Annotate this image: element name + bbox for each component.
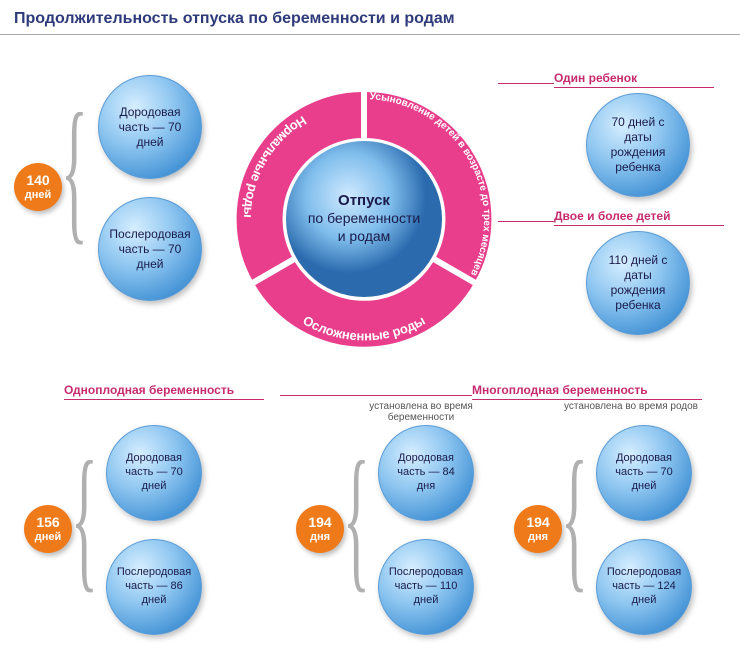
- singleton-total-badge: 156 дней: [24, 505, 72, 553]
- central-donut: Нормальные роды Усыновление детей в возр…: [228, 83, 500, 355]
- multi-sub-b: установлена во время родов: [546, 401, 716, 412]
- normal-total-badge: 140 дней: [14, 163, 62, 211]
- multi-b-post-bubble: Послеродовая часть — 124 дней: [596, 539, 692, 635]
- page-title: Продолжительность отпуска по беременност…: [0, 0, 740, 35]
- multi-a-post-bubble: Послеродовая часть — 110 дней: [378, 539, 474, 635]
- singleton-post-bubble: Послеродовая часть — 86 дней: [106, 539, 202, 635]
- multi-a-brace: {: [343, 445, 370, 589]
- center-line2: по беременности: [308, 210, 420, 226]
- normal-brace: {: [61, 97, 88, 241]
- multi-b-brace: {: [561, 445, 588, 589]
- singleton-total-word: дней: [35, 531, 62, 543]
- adopt-many-bubble: 110 дней с даты рождения ребенка: [586, 231, 690, 335]
- adopt-many-heading: Двое и более детей: [554, 209, 724, 226]
- adopt-one-bubble: 70 дней с даты рождения ребенка: [586, 93, 690, 197]
- infographic-canvas: Нормальные роды Усыновление детей в возр…: [0, 35, 740, 655]
- multi-heading: Многоплодная беременность: [472, 383, 702, 400]
- normal-total-word: дней: [25, 189, 52, 201]
- singleton-total-num: 156: [36, 515, 59, 530]
- multi-b-total-badge: 194 дня: [514, 505, 562, 553]
- multi-a-total-badge: 194 дня: [296, 505, 344, 553]
- multi-b-total-num: 194: [526, 515, 549, 530]
- adopt-one-heading: Один ребенок: [554, 71, 714, 88]
- singleton-heading: Одноплодная беременность: [64, 383, 264, 400]
- multi-a-pre-bubble: Дородовая часть — 84 дня: [378, 425, 474, 521]
- multi-b-total-word: дня: [528, 531, 548, 543]
- multi-sub-a: установлена во время беременности: [336, 401, 506, 423]
- multi-a-total-word: дня: [310, 531, 330, 543]
- singleton-brace: {: [71, 445, 98, 589]
- normal-pre-bubble: Дородовая часть — 70 дней: [98, 75, 202, 179]
- normal-post-bubble: Послеродовая часть — 70 дней: [98, 197, 202, 301]
- center-line3: и родам: [338, 228, 391, 244]
- normal-total-num: 140: [26, 173, 49, 188]
- multi-a-total-num: 194: [308, 515, 331, 530]
- singleton-pre-bubble: Дородовая часть — 70 дней: [106, 425, 202, 521]
- multi-b-pre-bubble: Дородовая часть — 70 дней: [596, 425, 692, 521]
- center-line1: Отпуск: [338, 192, 390, 209]
